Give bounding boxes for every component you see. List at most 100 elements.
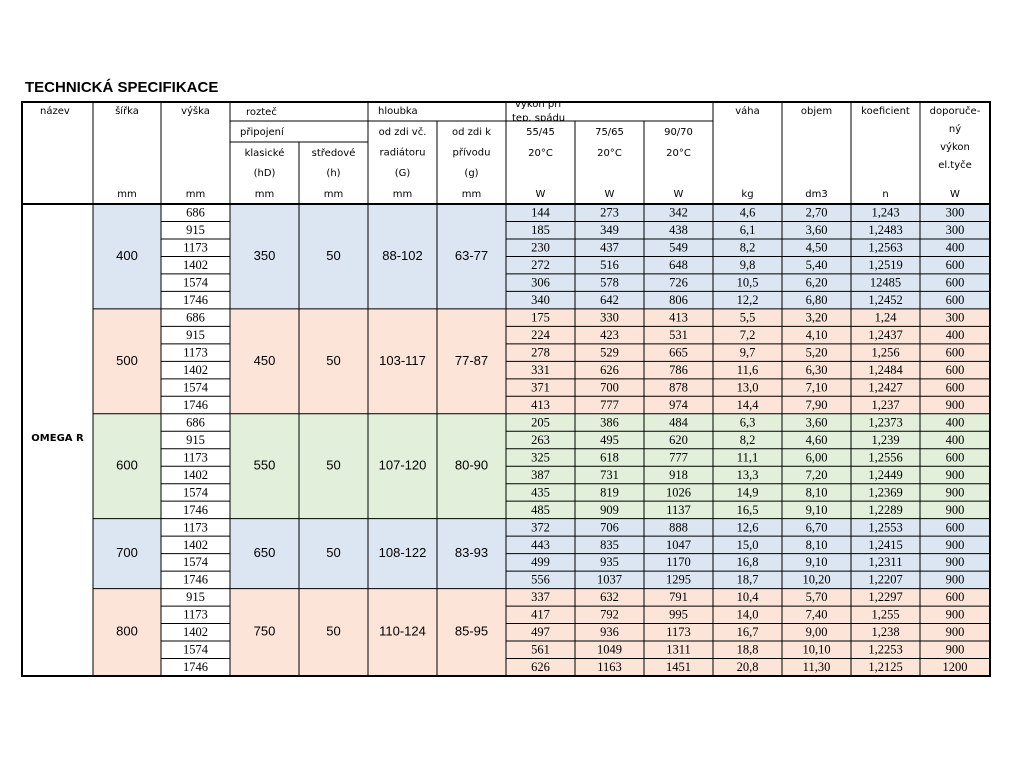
cell-text: 1,237 <box>871 398 899 412</box>
cell-text: 230 <box>531 241 550 255</box>
cell-text: 550 <box>254 458 276 473</box>
cell-text: 18,8 <box>737 643 759 657</box>
cell-text: 205 <box>531 415 550 429</box>
cell-text: 600 <box>946 345 965 359</box>
cell-text: hloubka <box>378 106 418 117</box>
cell-text: 12,2 <box>737 293 759 307</box>
cell-text: 600 <box>946 276 965 290</box>
cell-text: 20°C <box>666 148 691 159</box>
cell-text: 600 <box>946 363 965 377</box>
cell-text: 1402 <box>183 468 208 482</box>
cell-text: 1311 <box>666 643 691 657</box>
cell-text: 18,7 <box>737 573 759 587</box>
cell-text: 6,80 <box>806 293 828 307</box>
cell-text: 8,2 <box>740 241 756 255</box>
cell-text: 1,2519 <box>868 258 902 272</box>
cell-text: 6,00 <box>806 450 828 464</box>
cell-text: 516 <box>600 258 619 272</box>
cell-text: 12485 <box>870 276 901 290</box>
cell-text: 648 <box>669 258 688 272</box>
cell-text: 1,238 <box>871 625 899 639</box>
cell-text: 50 <box>326 458 340 473</box>
cell-text: 1,255 <box>871 608 899 622</box>
cell-text: mm <box>186 189 205 200</box>
cell-text: 1574 <box>183 276 209 290</box>
cell-text: mm <box>462 189 481 200</box>
cell-text: 900 <box>946 398 965 412</box>
cell-text: 750 <box>254 624 276 639</box>
cell-text: 1,24 <box>875 311 898 325</box>
cell-bg <box>299 204 368 309</box>
cell-text: 600 <box>946 520 965 534</box>
cell-text: 278 <box>531 345 550 359</box>
texts: název šířka výška rozteč připojení klasické (h… <box>31 103 980 674</box>
cell-text: od zdi k <box>452 127 491 138</box>
cell-text: 888 <box>669 520 688 534</box>
table-border <box>21 101 991 677</box>
cell-text: 556 <box>531 573 550 587</box>
cell-text: 1,2553 <box>868 520 902 534</box>
cell-text: 144 <box>531 206 551 220</box>
cell-text: 632 <box>600 590 619 604</box>
cell-text: 13,0 <box>737 380 759 394</box>
cell-text: 1,2484 <box>868 363 903 377</box>
cell-text: W <box>536 189 546 200</box>
cell-text: 935 <box>600 555 619 569</box>
cell-text: 1,2483 <box>868 223 902 237</box>
cell-text: 1402 <box>183 363 208 377</box>
cell-text: 974 <box>669 398 689 412</box>
cell-text: 14,4 <box>737 398 760 412</box>
cell-text: 1137 <box>666 503 691 517</box>
cell-text: 1026 <box>666 485 691 499</box>
cell-text: 16,7 <box>737 625 759 639</box>
cell-text: 400 <box>946 433 965 447</box>
cell-bg <box>437 308 506 414</box>
cell-text: 800 <box>116 624 138 639</box>
cell-text: 561 <box>531 643 550 657</box>
cell-text: 372 <box>531 520 550 534</box>
cell-text: 1746 <box>183 503 208 517</box>
cell-text: 731 <box>600 468 619 482</box>
cell-text: 4,10 <box>806 328 828 342</box>
cell-text: 300 <box>946 311 965 325</box>
cell-text: od zdi vč. <box>379 126 427 138</box>
cell-text: 20°C <box>528 148 553 159</box>
cell-text: 1173 <box>183 345 208 359</box>
cell-text: 75/65 <box>595 127 624 138</box>
cell-bg <box>299 308 368 414</box>
cell-text: 1173 <box>666 625 691 639</box>
cell-text: 900 <box>946 608 965 622</box>
cell-text: 438 <box>669 223 688 237</box>
cell-text: 1173 <box>183 608 208 622</box>
cell-text: 900 <box>946 538 965 552</box>
cell-text: 9,00 <box>806 625 828 639</box>
cell-text: 600 <box>946 258 965 272</box>
cell-text: 485 <box>531 503 550 517</box>
cell-text: radiátoru <box>380 147 426 159</box>
cell-text: 55/45 <box>526 127 555 138</box>
cell-text: 686 <box>186 206 205 220</box>
cell-text: 650 <box>254 545 276 560</box>
cell-bg <box>93 518 161 589</box>
cell-bg <box>93 204 161 309</box>
cell-text: 626 <box>531 660 550 674</box>
cell-text: koeficient <box>861 106 910 117</box>
cell-text: 7,10 <box>806 380 828 394</box>
cell-text: 626 <box>600 363 619 377</box>
cell-bg <box>93 308 161 414</box>
cell-text: 300 <box>946 223 965 237</box>
cell-text: 83-93 <box>455 545 488 560</box>
cell-text: 499 <box>531 555 550 569</box>
cell-text: 1,2415 <box>868 538 902 552</box>
cell-text: 413 <box>531 398 550 412</box>
cell-text: 300 <box>946 206 965 220</box>
cell-text: 936 <box>600 625 619 639</box>
cell-bg <box>299 413 368 519</box>
cell-text: 5,5 <box>740 311 756 325</box>
cell-text: 1,2449 <box>868 468 902 482</box>
cell-text: W <box>605 189 615 200</box>
cell-text: 63-77 <box>455 248 488 263</box>
cell-text: 1,2427 <box>868 380 902 394</box>
cell-text: ný <box>949 123 961 135</box>
